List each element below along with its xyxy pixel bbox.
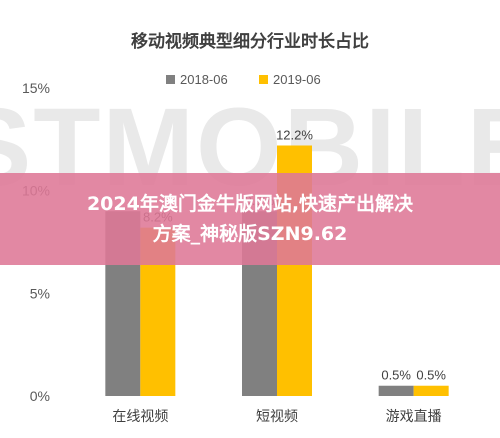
promo-line-1: 2024年澳门金牛版网站,快速产出解决 [86, 193, 414, 215]
y-tick-label: 5% [30, 285, 50, 301]
y-tick-label: 0% [30, 388, 50, 404]
x-category-label: 短视频 [256, 408, 298, 424]
promo-line-2: 方案_神秘版SZN9.62 [152, 223, 348, 245]
promo-banner[interactable]: 2024年澳门金牛版网站,快速产出解决 方案_神秘版SZN9.62 [0, 173, 500, 265]
chart-title: 移动视频典型细分行业时长占比 [131, 31, 369, 51]
legend: 2018-06 2019-06 [166, 72, 321, 87]
y-tick-label: 15% [22, 80, 50, 96]
legend-label-2019-06: 2019-06 [273, 72, 321, 87]
bar-2018-06-2 [378, 385, 414, 396]
value-label: 0.5% [381, 368, 411, 383]
x-category-label: 游戏直播 [386, 408, 442, 424]
x-category-label: 在线视频 [112, 408, 168, 424]
x-axis-categories: 在线视频 短视频 游戏直播 [112, 408, 441, 424]
bar-2019-06-2 [413, 385, 449, 396]
promo-banner-text: 2024年澳门金牛版网站,快速产出解决 方案_神秘版SZN9.62 [30, 189, 470, 249]
value-label: 0.5% [416, 368, 446, 383]
legend-swatch-2019-06 [259, 75, 268, 84]
legend-label-2018-06: 2018-06 [180, 72, 228, 87]
legend-swatch-2018-06 [166, 75, 175, 84]
value-label: 12.2% [276, 127, 313, 142]
